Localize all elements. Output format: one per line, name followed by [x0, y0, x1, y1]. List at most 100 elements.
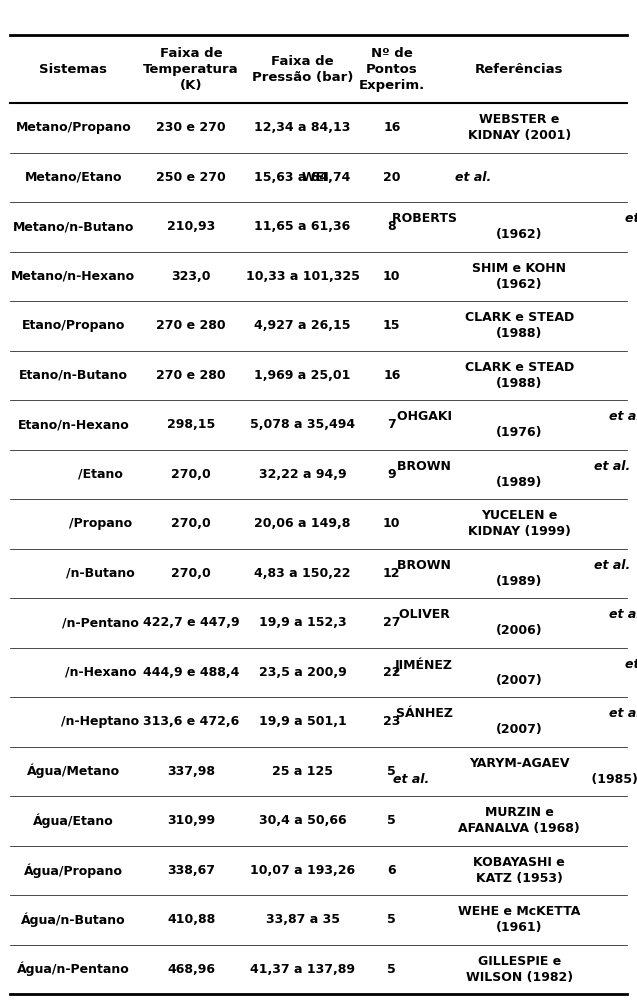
Text: 25 a 125: 25 a 125 — [272, 765, 333, 778]
Text: WILSON (1982): WILSON (1982) — [466, 971, 573, 984]
Text: 250 e 270: 250 e 270 — [156, 171, 226, 184]
Text: Faixa de
Pressão (bar): Faixa de Pressão (bar) — [252, 55, 354, 84]
Text: YARYM-AGAEV: YARYM-AGAEV — [469, 757, 569, 770]
Text: 270 e 280: 270 e 280 — [156, 369, 226, 382]
Text: /n-Pentano: /n-Pentano — [62, 616, 139, 629]
Text: MURZIN e: MURZIN e — [485, 806, 554, 819]
Text: 12: 12 — [383, 567, 401, 580]
Text: 41,37 a 137,89: 41,37 a 137,89 — [250, 963, 355, 976]
Text: 15: 15 — [383, 319, 401, 332]
Text: 1,969 a 25,01: 1,969 a 25,01 — [254, 369, 351, 382]
Text: et al.: et al. — [610, 410, 637, 423]
Text: et al.: et al. — [625, 658, 637, 671]
Text: (1961): (1961) — [496, 921, 542, 934]
Text: 5: 5 — [387, 913, 396, 926]
Text: 20: 20 — [383, 171, 401, 184]
Text: Nº de
Pontos
Experim.: Nº de Pontos Experim. — [359, 47, 425, 92]
Text: SHIM e KOHN: SHIM e KOHN — [472, 262, 566, 275]
Text: WEBSTER e: WEBSTER e — [479, 113, 559, 126]
Text: (1985): (1985) — [587, 773, 637, 786]
Text: Água/Etano: Água/Etano — [33, 814, 113, 828]
Text: 15,63 a 64,74: 15,63 a 64,74 — [254, 171, 351, 184]
Text: (2006): (2006) — [496, 624, 543, 637]
Text: Água/n-Butano: Água/n-Butano — [21, 913, 125, 927]
Text: JIMÉNEZ: JIMÉNEZ — [395, 657, 457, 672]
Text: Etano/n-Butano: Etano/n-Butano — [18, 369, 128, 382]
Text: 323,0: 323,0 — [171, 270, 211, 283]
Text: et al.: et al. — [625, 212, 637, 225]
Text: 5,078 a 35,494: 5,078 a 35,494 — [250, 418, 355, 431]
Text: 10,33 a 101,325: 10,33 a 101,325 — [246, 270, 359, 283]
Text: 22: 22 — [383, 666, 401, 679]
Text: CLARK e STEAD: CLARK e STEAD — [464, 361, 574, 374]
Text: 338,67: 338,67 — [167, 864, 215, 877]
Text: KIDNAY (1999): KIDNAY (1999) — [468, 525, 571, 538]
Text: /Etano: /Etano — [78, 468, 123, 481]
Text: 19,9 a 152,3: 19,9 a 152,3 — [259, 616, 347, 629]
Text: 7: 7 — [387, 418, 396, 431]
Text: 10,07 a 193,26: 10,07 a 193,26 — [250, 864, 355, 877]
Text: Água/Propano: Água/Propano — [24, 863, 123, 878]
Text: 16: 16 — [383, 121, 401, 134]
Text: 11,65 a 61,36: 11,65 a 61,36 — [254, 220, 351, 233]
Text: Faixa de
Temperatura
(K): Faixa de Temperatura (K) — [143, 47, 239, 92]
Text: 12,34 a 84,13: 12,34 a 84,13 — [254, 121, 351, 134]
Text: 20,06 a 149,8: 20,06 a 149,8 — [254, 517, 351, 530]
Text: 5: 5 — [387, 765, 396, 778]
Text: SÁNHEZ: SÁNHEZ — [396, 707, 457, 720]
Text: 444,9 e 488,4: 444,9 e 488,4 — [143, 666, 240, 679]
Text: KIDNAY (2001): KIDNAY (2001) — [468, 129, 571, 142]
Text: AFANALVA (1968): AFANALVA (1968) — [458, 822, 580, 835]
Text: 16: 16 — [383, 369, 401, 382]
Text: 4,83 a 150,22: 4,83 a 150,22 — [254, 567, 351, 580]
Text: BROWN: BROWN — [397, 460, 455, 473]
Text: 8: 8 — [387, 220, 396, 233]
Text: /n-Butano: /n-Butano — [66, 567, 134, 580]
Text: 23: 23 — [383, 715, 401, 728]
Text: et al.: et al. — [610, 707, 637, 720]
Text: 270 e 280: 270 e 280 — [156, 319, 226, 332]
Text: et al.: et al. — [610, 608, 637, 621]
Text: (1976): (1976) — [496, 426, 542, 439]
Text: 313,6 e 472,6: 313,6 e 472,6 — [143, 715, 240, 728]
Text: 410,88: 410,88 — [167, 913, 215, 926]
Text: 270,0: 270,0 — [171, 567, 211, 580]
Text: Metano/n-Hexano: Metano/n-Hexano — [11, 270, 135, 283]
Text: CLARK e STEAD: CLARK e STEAD — [464, 311, 574, 324]
Text: Etano/Propano: Etano/Propano — [22, 319, 125, 332]
Text: 6: 6 — [387, 864, 396, 877]
Text: 310,99: 310,99 — [167, 814, 215, 827]
Text: 23,5 a 200,9: 23,5 a 200,9 — [259, 666, 347, 679]
Text: Sistemas: Sistemas — [39, 63, 107, 76]
Text: OLIVER: OLIVER — [399, 608, 454, 621]
Text: KOBAYASHI e: KOBAYASHI e — [473, 856, 565, 869]
Text: KATZ (1953): KATZ (1953) — [476, 872, 562, 885]
Text: Água/n-Pentano: Água/n-Pentano — [17, 962, 130, 976]
Text: Metano/n-Butano: Metano/n-Butano — [13, 220, 134, 233]
Text: Metano/Etano: Metano/Etano — [24, 171, 122, 184]
Text: 468,96: 468,96 — [167, 963, 215, 976]
Text: 337,98: 337,98 — [167, 765, 215, 778]
Text: /n-Heptano: /n-Heptano — [61, 715, 140, 728]
Text: 270,0: 270,0 — [171, 468, 211, 481]
Text: Etano/n-Hexano: Etano/n-Hexano — [17, 418, 129, 431]
Text: 270,0: 270,0 — [171, 517, 211, 530]
Text: 33,87 a 35: 33,87 a 35 — [266, 913, 340, 926]
Text: OHGAKI: OHGAKI — [397, 410, 456, 423]
Text: et al.: et al. — [392, 773, 429, 786]
Text: (1962): (1962) — [496, 228, 542, 241]
Text: (1989): (1989) — [496, 476, 542, 489]
Text: 10: 10 — [383, 517, 401, 530]
Text: YUCELEN e: YUCELEN e — [481, 509, 557, 522]
Text: et al.: et al. — [594, 460, 630, 473]
Text: 4,927 a 26,15: 4,927 a 26,15 — [254, 319, 351, 332]
Text: 230 e 270: 230 e 270 — [156, 121, 226, 134]
Text: (2007): (2007) — [496, 674, 543, 687]
Text: 32,22 a 94,9: 32,22 a 94,9 — [259, 468, 347, 481]
Text: /n-Hexano: /n-Hexano — [64, 666, 136, 679]
Text: ROBERTS: ROBERTS — [392, 212, 461, 225]
Text: 5: 5 — [387, 814, 396, 827]
Text: 10: 10 — [383, 270, 401, 283]
Text: WEHE e McKETTA: WEHE e McKETTA — [458, 905, 580, 918]
Text: 298,15: 298,15 — [167, 418, 215, 431]
